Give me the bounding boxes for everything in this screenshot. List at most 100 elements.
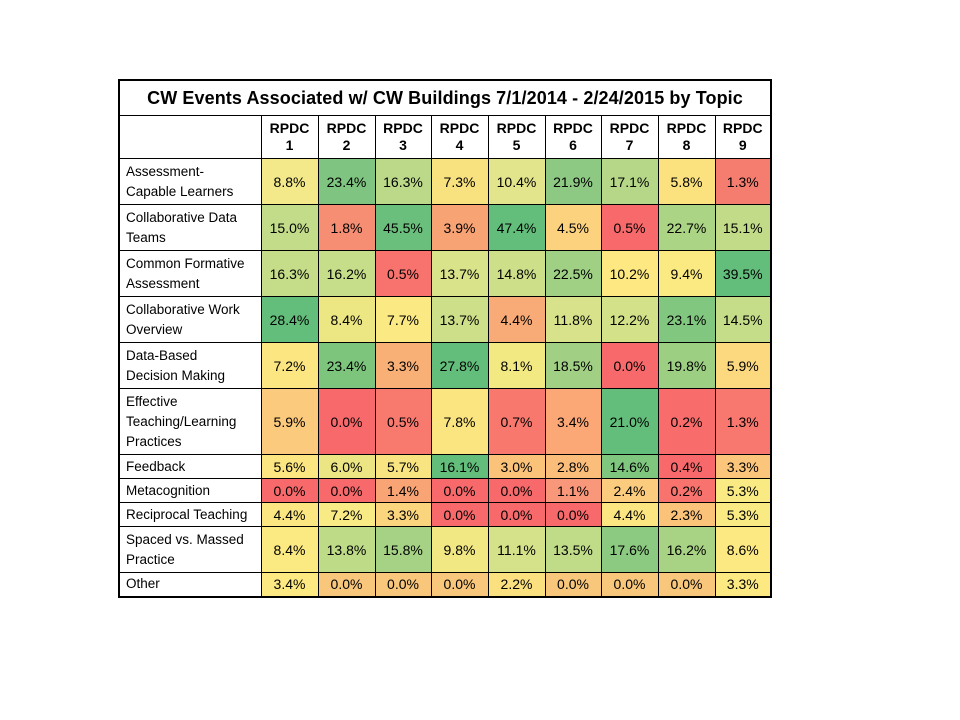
column-header-line1: RPDC [269,120,310,136]
row-label-line: Collaborative Data [126,209,238,225]
value-cell: 3.3% [374,342,432,389]
value-cell: 22.5% [544,250,602,297]
value-cell: 16.3% [374,158,432,205]
value-cell: 8.4% [317,296,376,343]
value-cell: 2.8% [544,454,602,479]
column-header-line1: RPDC [666,120,707,136]
value-cell: 0.0% [317,572,376,597]
value-cell: 8.4% [260,526,319,573]
value-cell: 1.1% [544,478,602,503]
value-cell: 8.1% [487,342,546,389]
value-cell: 3.9% [430,204,489,251]
value-cell: 7.8% [430,388,489,455]
table-row: Collaborative Data Teams 15.0% 1.8% 45.5% 3.9… [118,204,772,251]
value-cell: 0.0% [374,572,432,597]
value-cell: 7.7% [374,296,432,343]
value-cell: 5.6% [260,454,319,479]
row-label-line: Assessment [126,275,200,291]
value-cell: 0.0% [544,502,602,527]
column-header-line1: RPDC [722,120,763,136]
table-row: Assessment- Capable Learners 8.8% 23.4% 16.3… [118,158,772,205]
column-header-line1: RPDC [383,120,423,136]
value-cell: 27.8% [430,342,489,389]
value-cell: 21.9% [544,158,602,205]
row-label-line: Assessment- [126,163,205,179]
value-cell: 0.0% [317,388,376,455]
value-cell: 0.0% [487,502,546,527]
value-cell: 3.4% [544,388,602,455]
column-header-line2: 7 [625,137,634,153]
value-cell: 28.4% [260,296,319,343]
column-header-rpdc-3: RPDC 3 [374,115,432,159]
value-cell: 9.8% [430,526,489,573]
column-header-rpdc-2: RPDC 2 [317,115,376,159]
value-cell: 3.3% [714,454,772,479]
value-cell: 1.3% [714,388,772,455]
column-header-line2: 8 [682,137,691,153]
value-cell: 4.5% [544,204,602,251]
value-cell: 16.2% [657,526,716,573]
row-label-line: Common Formative [126,255,245,271]
value-cell: 14.8% [487,250,546,297]
column-header-line2: 2 [342,137,351,153]
row-label-line: Collaborative Work [126,301,240,317]
value-cell: 18.5% [544,342,602,389]
table-title: CW Events Associated w/ CW Buildings 7/1… [118,79,772,116]
column-header-rpdc-7: RPDC 7 [600,115,659,159]
column-header-line1: RPDC [439,120,480,136]
value-cell: 23.4% [317,158,376,205]
value-cell: 0.0% [544,572,602,597]
title-row: CW Events Associated w/ CW Buildings 7/1… [118,79,772,116]
value-cell: 10.2% [600,250,659,297]
value-cell: 0.2% [657,388,716,455]
column-header-rpdc-6: RPDC 6 [544,115,602,159]
value-cell: 7.2% [317,502,376,527]
value-cell: 16.3% [260,250,319,297]
column-header-line1: RPDC [609,120,650,136]
value-cell: 13.8% [317,526,376,573]
column-header-line2: 1 [285,137,294,153]
value-cell: 0.5% [374,388,432,455]
value-cell: 8.8% [260,158,319,205]
row-label: Assessment- Capable Learners [118,158,262,205]
value-cell: 5.7% [374,454,432,479]
value-cell: 5.3% [714,478,772,503]
value-cell: 0.4% [657,454,716,479]
value-cell: 19.8% [657,342,716,389]
value-cell: 47.4% [487,204,546,251]
column-header-rpdc-8: RPDC 8 [657,115,716,159]
table-row: Collaborative Work Overview 28.4% 8.4% 7.7% 1… [118,296,772,343]
value-cell: 14.6% [600,454,659,479]
value-cell: 1.4% [374,478,432,503]
row-label-line: Teams [126,229,166,245]
value-cell: 23.1% [657,296,716,343]
value-cell: 2.3% [657,502,716,527]
column-header-line2: 9 [738,137,747,153]
value-cell: 13.7% [430,250,489,297]
table-row: Effective Teaching/Learning Practices 5.9% 0… [118,388,772,455]
value-cell: 17.6% [600,526,659,573]
column-header-row: RPDC 1 RPDC 2 RPDC 3 RPDC 4 RPDC 5 RPDC 6 RPDC 7 RPDC 8… [118,115,772,159]
row-label-line: Overview [126,321,183,337]
row-label: Collaborative Work Overview [118,296,262,343]
row-label-line: Capable Learners [126,183,234,199]
table-row: Spaced vs. Massed Practice 8.4% 13.8% 15.8% 9… [118,526,772,573]
row-label: Feedback [118,454,262,479]
row-label-line: Decision Making [126,367,226,383]
column-header-rpdc-5: RPDC 5 [487,115,546,159]
value-cell: 13.5% [544,526,602,573]
value-cell: 7.2% [260,342,319,389]
value-cell: 0.0% [487,478,546,503]
row-label-line: Effective [126,393,178,409]
value-cell: 0.0% [260,478,319,503]
value-cell: 2.2% [487,572,546,597]
row-label: Reciprocal Teaching [118,502,262,527]
row-label-line: Practices [126,433,182,449]
column-header-line2: 5 [512,137,521,153]
value-cell: 3.3% [714,572,772,597]
value-cell: 45.5% [374,204,432,251]
table-row: Other 3.4% 0.0% 0.0% 0.0% 2.2% 0.0% 0.0% 0.0% 3.3… [118,572,772,597]
value-cell: 23.4% [317,342,376,389]
value-cell: 4.4% [487,296,546,343]
column-header-rpdc-1: RPDC 1 [260,115,319,159]
